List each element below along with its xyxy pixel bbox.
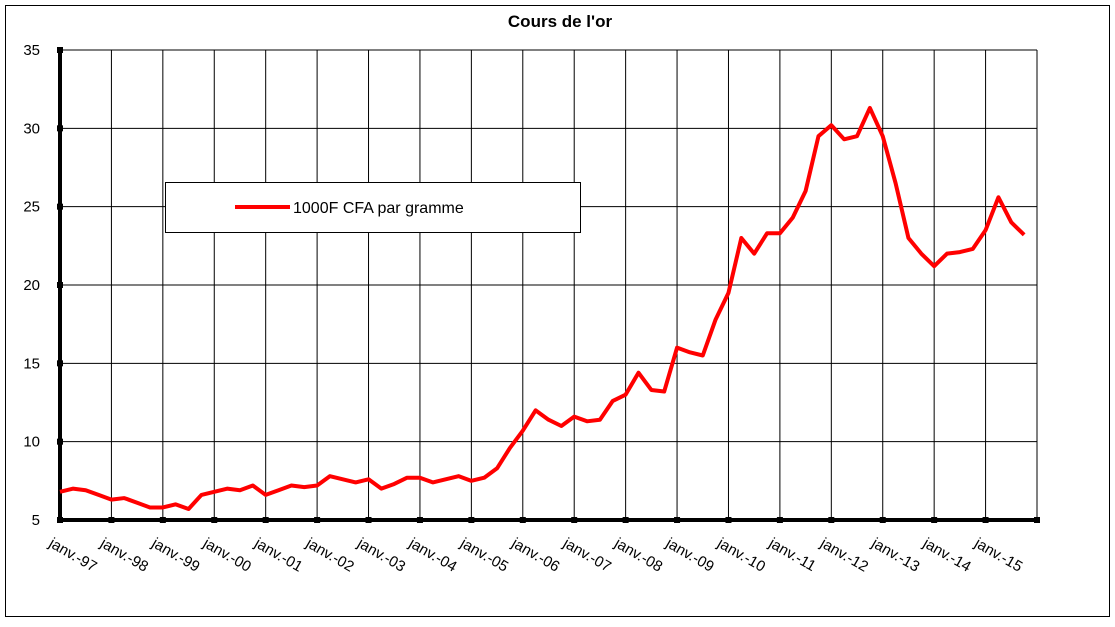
y-tick-label: 15 [23, 355, 40, 372]
y-tick-label: 10 [23, 434, 40, 451]
y-tick-label: 20 [23, 277, 40, 294]
y-tick-label: 5 [32, 512, 40, 529]
y-tick-label: 25 [23, 199, 40, 216]
chart-title: Cours de l'or [508, 12, 613, 31]
legend-box [165, 182, 581, 233]
frame [5, 5, 1110, 617]
y-tick-label: 35 [23, 42, 40, 59]
legend-label: 1000F CFA par gramme [293, 200, 464, 217]
line [59, 105, 1026, 512]
y-tick-label: 30 [23, 120, 40, 137]
